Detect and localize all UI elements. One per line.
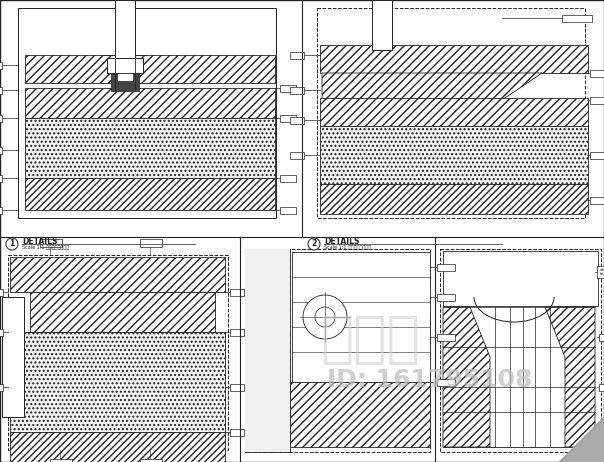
Bar (0, 288, 3, 296)
Bar (599, 334, 604, 340)
Bar (590, 69, 604, 77)
Bar (0, 207, 2, 213)
Text: Scale 1:1 建筑构造详图说明: Scale 1:1 建筑构造详图说明 (22, 244, 69, 249)
Bar (372, 0, 392, 50)
Bar (290, 152, 304, 158)
Text: ID: 161795108: ID: 161795108 (327, 368, 533, 392)
Bar (320, 98, 588, 126)
Text: 1: 1 (10, 239, 14, 249)
Bar (443, 251, 598, 306)
Circle shape (303, 295, 347, 339)
Bar (30, 292, 215, 332)
Bar (590, 196, 604, 203)
Bar (597, 266, 604, 278)
Bar (317, 8, 585, 218)
Bar (25, 88, 275, 118)
Bar (0, 115, 2, 122)
Text: 知材工: 知材工 (320, 313, 420, 367)
Circle shape (308, 238, 320, 250)
Bar (320, 45, 588, 73)
Bar (107, 58, 143, 73)
Bar (437, 334, 455, 340)
Bar (230, 383, 244, 390)
Bar (10, 432, 225, 462)
Bar (292, 252, 430, 382)
Text: 2: 2 (312, 239, 316, 249)
Bar (0, 86, 2, 93)
Bar (0, 328, 3, 335)
Bar (140, 239, 162, 247)
Bar (320, 126, 588, 184)
Bar (280, 175, 296, 182)
Text: DETAILS: DETAILS (22, 237, 57, 247)
Bar (290, 51, 304, 59)
Bar (280, 207, 296, 213)
Bar (290, 116, 304, 123)
Bar (25, 55, 275, 83)
Bar (230, 288, 244, 296)
Bar (117, 73, 133, 81)
Bar (280, 115, 296, 122)
Bar (0, 175, 2, 182)
Bar (25, 178, 275, 210)
Bar (230, 428, 244, 436)
Bar (10, 257, 225, 292)
Bar (0, 383, 3, 390)
Bar (599, 383, 604, 390)
Polygon shape (545, 307, 595, 447)
Bar (2, 297, 24, 417)
Bar (590, 152, 604, 158)
Text: Scale 1:1 建筑构造详图说明: Scale 1:1 建筑构造详图说明 (324, 244, 371, 249)
Bar (115, 0, 135, 60)
Bar (10, 332, 225, 432)
Bar (320, 184, 588, 214)
Bar (562, 14, 592, 22)
Bar (18, 8, 276, 218)
Bar (230, 328, 244, 335)
Bar (140, 459, 162, 462)
Polygon shape (322, 73, 542, 100)
Bar (440, 249, 601, 452)
Bar (18, 8, 276, 218)
Bar (290, 382, 430, 447)
Circle shape (315, 307, 335, 327)
Bar (0, 61, 2, 68)
Polygon shape (443, 307, 490, 447)
Bar (290, 86, 304, 93)
Bar (437, 293, 455, 300)
Bar (40, 239, 62, 247)
Bar (245, 249, 430, 452)
Bar (245, 249, 290, 452)
Bar (111, 73, 139, 91)
Polygon shape (559, 417, 604, 462)
Bar (437, 263, 455, 270)
Bar (50, 459, 72, 462)
Bar (25, 118, 275, 178)
Bar (590, 97, 604, 103)
Bar (0, 146, 2, 153)
Polygon shape (559, 417, 604, 462)
Bar (280, 85, 296, 91)
Circle shape (6, 238, 18, 250)
Bar (8, 255, 228, 450)
Text: DETAILS: DETAILS (324, 237, 359, 247)
Bar (245, 249, 290, 452)
Bar (437, 378, 455, 385)
Text: detail
text: detail text (600, 267, 604, 276)
